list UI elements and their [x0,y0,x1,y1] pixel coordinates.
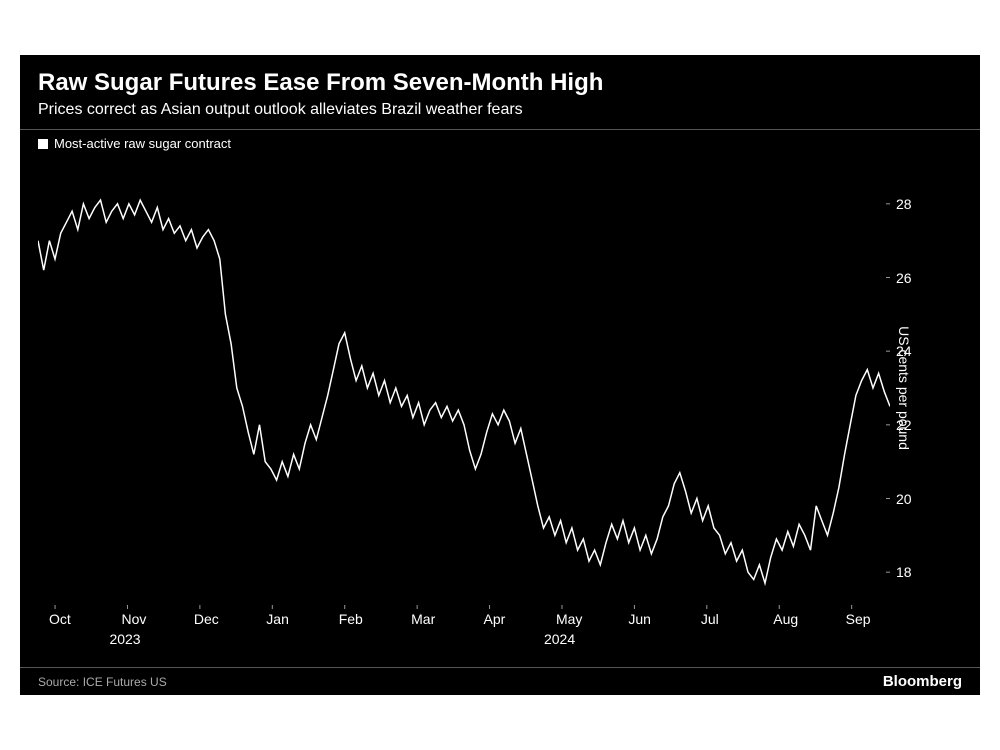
chart-plot-area [38,167,890,609]
chart-card: Raw Sugar Futures Ease From Seven-Month … [20,55,980,695]
x-tick-label: Sep [846,611,871,627]
y-tick-label: 22 [896,417,912,433]
legend-swatch-icon [38,139,48,149]
price-line [38,200,890,583]
chart-footer: Source: ICE Futures US Bloomberg [20,667,980,695]
y-tick-label: 20 [896,491,912,507]
x-year-label: 2024 [544,631,575,647]
x-tick-label: Jul [701,611,719,627]
y-axis: US cents per pound 182022242628 [890,167,980,609]
x-tick-label: Dec [194,611,219,627]
x-tick-label: Jun [628,611,651,627]
chart-legend: Most-active raw sugar contract [20,130,980,155]
y-tick-label: 24 [896,343,912,359]
x-tick-label: Apr [484,611,506,627]
line-chart-svg [38,167,890,609]
x-tick-label: Oct [49,611,71,627]
brand-label: Bloomberg [883,673,962,690]
x-tick-label: Nov [121,611,146,627]
x-year-label: 2023 [109,631,140,647]
x-tick-label: Feb [339,611,363,627]
source-label: Source: ICE Futures US [38,675,167,689]
x-tick-label: Jan [266,611,289,627]
y-tick-label: 26 [896,270,912,286]
y-tick-label: 18 [896,564,912,580]
y-tick-label: 28 [896,196,912,212]
chart-title: Raw Sugar Futures Ease From Seven-Month … [20,55,980,101]
x-tick-label: Mar [411,611,435,627]
x-tick-label: May [556,611,582,627]
legend-label: Most-active raw sugar contract [54,136,231,151]
x-axis: Oct Nov 2023 Dec Jan Feb Mar Apr May 2024 Jun Jul Au… [38,609,890,659]
chart-subtitle: Prices correct as Asian output outlook a… [20,101,980,125]
x-tick-label: Aug [773,611,798,627]
